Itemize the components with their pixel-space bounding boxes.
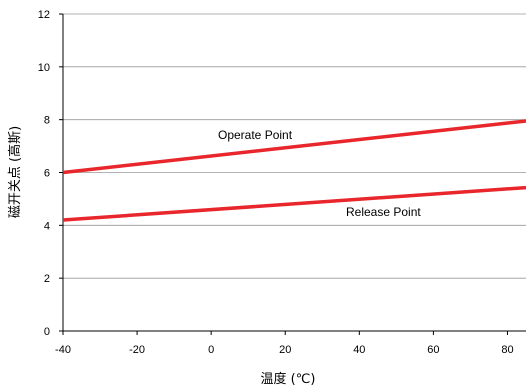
y-tick-label-4: 8: [44, 115, 50, 127]
x-tick-label-0: -40: [55, 344, 71, 356]
series-line-release-point: [62, 185, 526, 222]
x-tick-label-2: 0: [208, 344, 214, 356]
x-ticks: -40 -20 0 20 40 60 80: [55, 331, 514, 356]
grid: [63, 13, 526, 279]
y-axis-title: 磁开关点 (高斯): [7, 126, 23, 218]
y-tick-label-6: 12: [38, 9, 50, 21]
y-tick-label-0: 0: [44, 326, 50, 338]
x-tick-label-3: 20: [279, 344, 291, 356]
x-tick-label-4: 40: [353, 344, 365, 356]
series-lines: [62, 119, 526, 222]
y-ticks: 0 2 4 6 8 10 12: [38, 9, 63, 338]
y-tick-label-2: 4: [44, 220, 50, 232]
y-tick-label-1: 2: [44, 273, 50, 285]
series-line-operate-point: [62, 119, 526, 175]
annotation-operate-point: Operate Point: [218, 128, 293, 142]
x-axis-title: 温度 (℃): [261, 371, 316, 387]
annotation-release-point: Release Point: [346, 205, 421, 219]
x-tick-label-1: -20: [129, 344, 145, 356]
y-tick-label-5: 10: [38, 62, 50, 74]
x-tick-label-6: 80: [501, 344, 513, 356]
y-tick-label-3: 6: [44, 168, 50, 180]
x-tick-label-5: 60: [427, 344, 439, 356]
